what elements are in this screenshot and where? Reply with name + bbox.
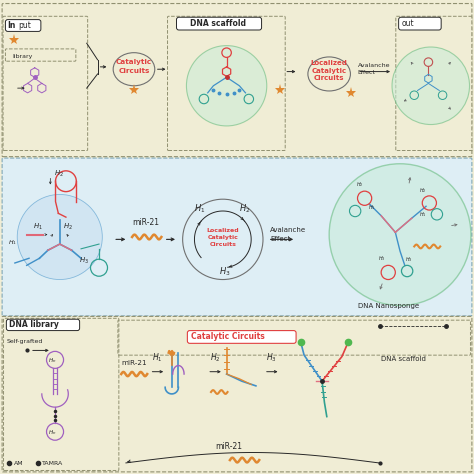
Text: Catalytic: Catalytic [116,60,152,65]
Text: $H_1$: $H_1$ [368,203,375,211]
FancyBboxPatch shape [399,17,441,30]
Circle shape [186,46,267,126]
Text: DNA scaffold: DNA scaffold [190,19,246,28]
FancyBboxPatch shape [187,330,296,343]
Text: Circuits: Circuits [314,75,345,81]
FancyBboxPatch shape [2,3,472,156]
Text: $H_n$: $H_n$ [47,428,56,437]
FancyBboxPatch shape [176,17,262,30]
Circle shape [17,194,102,280]
FancyBboxPatch shape [6,319,80,330]
Text: DNA scaffold: DNA scaffold [381,356,426,362]
Circle shape [392,47,470,125]
Text: $H_3$: $H_3$ [378,254,386,263]
Text: $H_1$: $H_1$ [194,202,206,215]
Text: Effect: Effect [270,236,291,242]
Text: $H_3$: $H_3$ [266,352,277,365]
Text: Catalytic: Catalytic [208,236,238,240]
Text: Localized: Localized [311,60,347,66]
Text: TAMRA: TAMRA [42,461,64,466]
Text: $H_2$: $H_2$ [239,202,251,215]
Text: Catalytic: Catalytic [311,67,346,73]
Text: Self-grafted: Self-grafted [6,339,43,344]
Text: $H_2$: $H_2$ [54,169,64,179]
Text: out: out [401,19,414,28]
Text: $H_2$: $H_2$ [419,186,427,195]
Text: miR-21: miR-21 [132,218,159,227]
Text: $H_3$: $H_3$ [219,266,231,278]
Text: Circuits: Circuits [210,243,236,247]
Text: Catalytic Circuits: Catalytic Circuits [191,332,264,341]
Text: $H_1$: $H_1$ [8,238,17,247]
Text: $H_2$: $H_2$ [356,180,364,189]
Text: Localized: Localized [207,228,239,233]
Text: DNA library: DNA library [9,320,59,329]
Text: $H_3$: $H_3$ [79,256,89,266]
Text: $H_2$: $H_2$ [63,221,73,232]
Text: miR-21: miR-21 [121,360,147,365]
Text: $H_3$: $H_3$ [405,255,412,264]
FancyBboxPatch shape [5,19,41,31]
Circle shape [329,164,471,306]
Text: $H_1$: $H_1$ [33,221,43,232]
Text: $H_n$: $H_n$ [47,356,56,365]
Text: Effect: Effect [357,71,375,75]
Text: library: library [12,55,33,59]
FancyBboxPatch shape [2,158,472,316]
Text: Circuits: Circuits [118,68,150,74]
Text: Avalanche: Avalanche [357,63,390,68]
Text: put: put [18,21,32,30]
Text: $H_1$: $H_1$ [152,352,163,365]
Text: $H_1$: $H_1$ [419,210,427,219]
Text: Avalanche: Avalanche [270,227,306,233]
Text: In: In [7,21,15,30]
Text: AM: AM [14,461,24,466]
Text: $H_2$: $H_2$ [210,352,220,365]
FancyBboxPatch shape [2,317,472,472]
Text: miR-21: miR-21 [216,442,243,451]
Text: DNA Nanosponge: DNA Nanosponge [357,303,419,309]
